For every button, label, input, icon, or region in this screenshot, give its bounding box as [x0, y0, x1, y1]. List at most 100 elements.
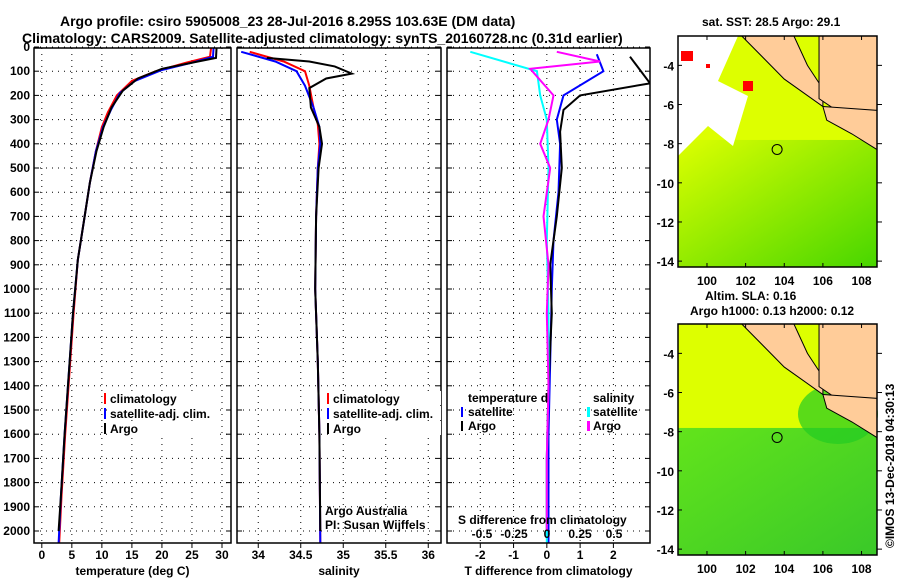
- legend-label: Argo: [468, 419, 496, 433]
- map-title: Argo h1000: 0.13 h2000: 0.12: [690, 304, 854, 318]
- series-line-s-argo: [528, 50, 601, 531]
- series-line-argo: [57, 48, 218, 532]
- legend-bg: [108, 391, 218, 405]
- y-tick-label: 900: [10, 258, 30, 272]
- legend-swatch: [461, 421, 463, 431]
- y-tick-label: 700: [10, 209, 30, 223]
- y-tick-label: 1000: [3, 282, 30, 296]
- legend-label: satellite-adj. clim.: [110, 407, 210, 421]
- legend-title-salinity: salinity: [593, 391, 635, 405]
- lon-tick-label: 104: [774, 274, 794, 288]
- legend-label: Argo: [593, 419, 621, 433]
- x-tick-label: 30: [215, 548, 229, 562]
- x-tick-label: 5: [68, 548, 75, 562]
- legend-label: satellite: [468, 405, 513, 419]
- lon-tick-label: 100: [697, 562, 717, 576]
- sst-map: 100 102 104 106 108 -4 -6 -8 -10 -12 -14 sat. SST: …: [657, 15, 882, 288]
- y-tick-label: 1900: [3, 500, 30, 514]
- x-axis-label: temperature (deg C): [75, 564, 189, 578]
- map-shading: [678, 427, 877, 555]
- panel-3: -2 -1 0 1 2 T difference from climatology temp…: [446, 46, 651, 578]
- lon-tick-label: 106: [813, 562, 833, 576]
- lon-tick-label: 106: [813, 274, 833, 288]
- series-line-climatology: [58, 48, 213, 543]
- lon-tick-label: 102: [736, 562, 756, 576]
- map-land-java: [822, 393, 878, 439]
- x-tick-label: 10: [95, 548, 109, 562]
- y-tick-label: 2000: [3, 524, 30, 538]
- map-shading: [678, 139, 877, 267]
- lat-tick-label: -12: [657, 504, 675, 518]
- series-line-s-satellite: [470, 50, 550, 543]
- lat-tick-label: -6: [663, 99, 674, 113]
- legend-bg: [331, 391, 441, 405]
- x-tick-label: 35.5: [374, 548, 398, 562]
- legend-swatch: [104, 423, 106, 434]
- plot-frame: [446, 47, 651, 544]
- x-tick-label: 15: [125, 548, 139, 562]
- y-tick-label: 1200: [3, 330, 30, 344]
- panel-1: 0100200300400500600700800900100011001200…: [3, 40, 232, 578]
- credit-annotation: PI: Susan Wijffels: [325, 518, 426, 532]
- x2-tick-label: 0.25: [568, 527, 592, 541]
- lat-tick-label: -10: [657, 465, 675, 479]
- legend-bg: [108, 406, 218, 420]
- lon-tick-label: 104: [774, 562, 794, 576]
- lon-tick-label: 108: [852, 274, 872, 288]
- y-tick-label: 800: [10, 234, 30, 248]
- argo-float-location-marker: [771, 143, 783, 155]
- credit-annotation: Argo Australia: [325, 504, 408, 518]
- y-tick-label: 1500: [3, 403, 30, 417]
- x-tick-label: 25: [185, 548, 199, 562]
- legend-swatch: [587, 407, 590, 417]
- lat-tick-label: -14: [657, 255, 675, 269]
- y-tick-label: 0: [23, 40, 30, 54]
- x-tick-label: 35: [337, 548, 351, 562]
- map-title: sat. SST: 28.5 Argo: 29.1: [702, 15, 841, 29]
- y-tick-label: 300: [10, 113, 30, 127]
- lon-tick-label: 102: [736, 274, 756, 288]
- title-line2: Climatology: CARS2009. Satellite-adjuste…: [22, 30, 623, 46]
- lat-tick-label: -14: [657, 543, 675, 557]
- x-tick-label: -1: [508, 548, 519, 562]
- map-hot-pixel: [743, 81, 753, 91]
- series-line-argo: [266, 56, 356, 532]
- x-axis-label: salinity: [318, 564, 360, 578]
- x-tick-label: 2: [610, 548, 617, 562]
- y-tick-label: 1700: [3, 451, 30, 465]
- series-line-t-satellite: [547, 53, 605, 543]
- lat-tick-label: -12: [657, 216, 675, 230]
- map-title: Altim. SLA: 0.16: [705, 289, 797, 303]
- x-axis-label-secondary: S difference from climatology: [458, 513, 627, 527]
- x-tick-label: 36: [422, 548, 436, 562]
- legend-swatch: [461, 407, 463, 417]
- x2-tick-label: 0.5: [606, 527, 623, 541]
- x-tick-label: 1: [577, 548, 584, 562]
- legend-label: climatology: [110, 392, 177, 406]
- legend-swatch: [327, 408, 329, 419]
- y-tick-label: 1300: [3, 355, 30, 369]
- lat-tick-label: -4: [663, 59, 674, 73]
- legend-label: Argo: [333, 422, 361, 436]
- legend-label: Argo: [110, 422, 138, 436]
- y-tick-label: 1600: [3, 427, 30, 441]
- lat-tick-label: -6: [663, 387, 674, 401]
- legend-bg: [331, 406, 441, 420]
- x-tick-label: 34: [252, 548, 266, 562]
- series-line-satellite-adj-clim-: [57, 48, 215, 543]
- plot-frame: [33, 47, 232, 544]
- x2-tick-label: -0.5: [472, 527, 493, 541]
- legend-swatch: [327, 423, 329, 434]
- map-missing-data: [678, 36, 748, 156]
- legend-title-temperature: temperature d: [468, 391, 548, 405]
- y-tick-label: 600: [10, 185, 30, 199]
- x-tick-label: 0: [38, 548, 45, 562]
- lat-tick-label: -10: [657, 177, 675, 191]
- x2-tick-label: -0.25: [500, 527, 528, 541]
- lat-tick-label: -4: [663, 347, 674, 361]
- series-line-satellite-adj-clim-: [240, 50, 322, 543]
- lon-tick-label: 108: [852, 562, 872, 576]
- legend-label: satellite-adj. clim.: [333, 407, 433, 421]
- legend-bg: [331, 421, 441, 435]
